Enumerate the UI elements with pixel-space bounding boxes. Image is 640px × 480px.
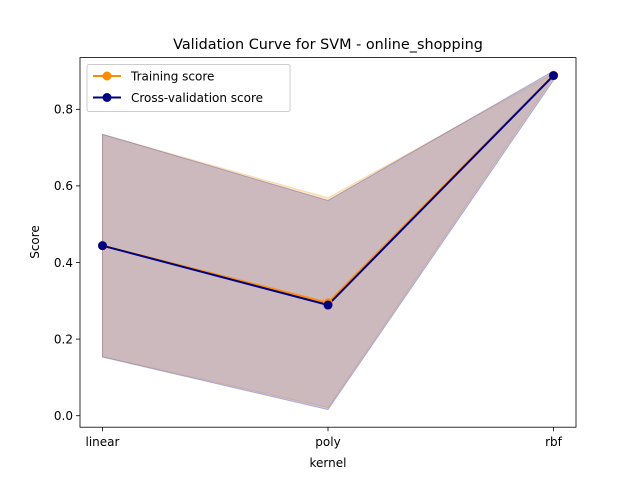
x-axis-title: kernel [310, 456, 347, 470]
legend-label-training: Training score [130, 70, 214, 84]
point-series-1-rbf [549, 71, 558, 81]
score-points [98, 70, 558, 310]
legend-swatch-cv-marker [102, 93, 112, 102]
band-series-1 [102, 70, 554, 411]
legend: Training score Cross-validation score [86, 64, 291, 112]
chart-title: Validation Curve for SVM - online_shoppi… [173, 37, 483, 53]
point-series-1-linear [98, 241, 107, 251]
y-tick-label: 0.2 [54, 332, 73, 346]
y-tick-label: 0.0 [54, 409, 73, 423]
y-tick-label: 0.8 [54, 103, 73, 117]
y-tick-label: 0.4 [54, 256, 73, 270]
y-tick-label: 0.6 [54, 179, 73, 193]
x-tick-label: rbf [545, 435, 563, 449]
y-axis-title: Score [28, 225, 42, 259]
score-bands [102, 70, 554, 411]
x-axis-ticks: linear poly rbf [86, 427, 563, 449]
legend-label-cv: Cross-validation score [131, 91, 263, 105]
x-tick-label: linear [86, 435, 120, 449]
y-axis-ticks: 0.0 0.2 0.4 0.6 0.8 [54, 103, 80, 423]
x-tick-label: poly [315, 435, 340, 449]
legend-swatch-training-marker [102, 71, 112, 81]
legend-box [86, 64, 291, 112]
point-series-1-poly [323, 300, 333, 310]
